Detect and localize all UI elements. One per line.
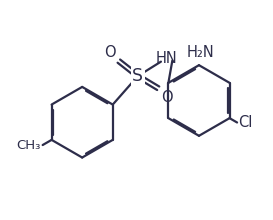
Text: S: S bbox=[132, 67, 143, 85]
Text: O: O bbox=[162, 90, 173, 105]
Text: HN: HN bbox=[156, 51, 177, 66]
Text: Cl: Cl bbox=[238, 115, 253, 130]
Text: O: O bbox=[104, 45, 115, 60]
Text: CH₃: CH₃ bbox=[16, 139, 40, 152]
Text: H₂N: H₂N bbox=[186, 45, 214, 60]
